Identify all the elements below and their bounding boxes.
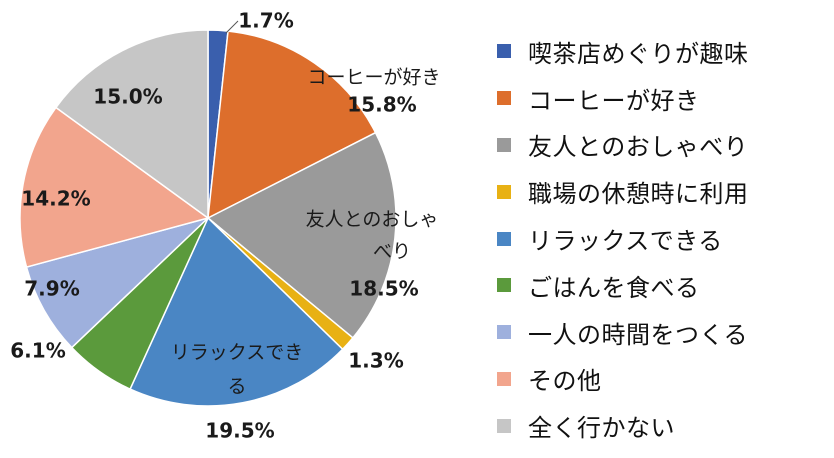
pie-slice: [206, 131, 397, 339]
legend-label: リラックスできる: [528, 227, 723, 256]
pie-slice: [54, 29, 209, 220]
legend-item: 職場の休憩時に利用: [497, 168, 831, 215]
legend-item: 友人とのおしゃべり: [497, 122, 831, 169]
legend-item: 全く行かない: [497, 402, 831, 449]
slice-value-label: 7.9%: [24, 277, 79, 301]
legend-swatch: [497, 278, 511, 293]
pie-slice: [129, 216, 344, 407]
legend-swatch: [497, 91, 511, 106]
legend-label: ごはんを食べる: [528, 273, 700, 302]
legend-swatch: [497, 231, 511, 246]
slice-category-label: 友人とのおしゃべり: [306, 209, 439, 263]
legend-label: 喫茶店めぐりが趣味: [528, 39, 749, 68]
pie-slice: [25, 217, 209, 349]
legend: 喫茶店めぐりが趣味 コーヒーが好き友人とのおしゃべり 職場の休憩時に利用 リラックスで…: [497, 28, 831, 449]
pie-slice: [207, 30, 377, 220]
legend-swatch: [497, 418, 511, 433]
legend-item: 一人の時間をつくる: [497, 309, 831, 356]
slice-category-label: リラックスできる: [171, 342, 303, 398]
slice-value-label: 14.2%: [21, 187, 90, 211]
legend-label: 職場の休憩時に利用: [528, 180, 749, 209]
legend-swatch: [497, 325, 511, 340]
legend-label: 友人とのおしゃべり: [528, 133, 749, 162]
pie-slice: [19, 106, 210, 268]
legend-item: コーヒーが好き: [497, 75, 831, 122]
legend-item: ごはんを食べる: [497, 262, 831, 309]
slice-value-label: 6.1%: [10, 339, 65, 363]
slice-value-label: 15.0%: [93, 85, 162, 109]
leader-line: [225, 20, 239, 34]
slice-category-label: コーヒーが好き: [307, 67, 440, 89]
legend-swatch: [497, 44, 511, 59]
legend-label: 全く行かない: [528, 414, 675, 443]
legend-item: リラックスできる: [497, 215, 831, 262]
slice-value-label: 1.3%: [348, 349, 403, 373]
legend-label: 一人の時間をつくる: [528, 320, 749, 349]
legend-label: その他: [528, 367, 602, 396]
slice-value-label: 19.5%: [205, 419, 274, 443]
legend-swatch: [497, 184, 511, 199]
legend-item: 喫茶店めぐりが趣味: [497, 28, 831, 75]
pie-labels: 1.7% コーヒーが好き 15.8% 友人とのおしゃべり 18.5% 1.3% リラックスで…: [10, 9, 440, 443]
slice-value-label: 1.7%: [238, 9, 293, 33]
legend-swatch: [497, 137, 511, 152]
legend-item: その他: [497, 356, 831, 403]
legend-label: コーヒーが好き: [528, 86, 700, 115]
legend-swatch: [497, 371, 511, 386]
slice-value-label: 18.5%: [349, 277, 418, 301]
pie-slices: [19, 29, 397, 407]
slice-value-label: 15.8%: [347, 93, 416, 117]
